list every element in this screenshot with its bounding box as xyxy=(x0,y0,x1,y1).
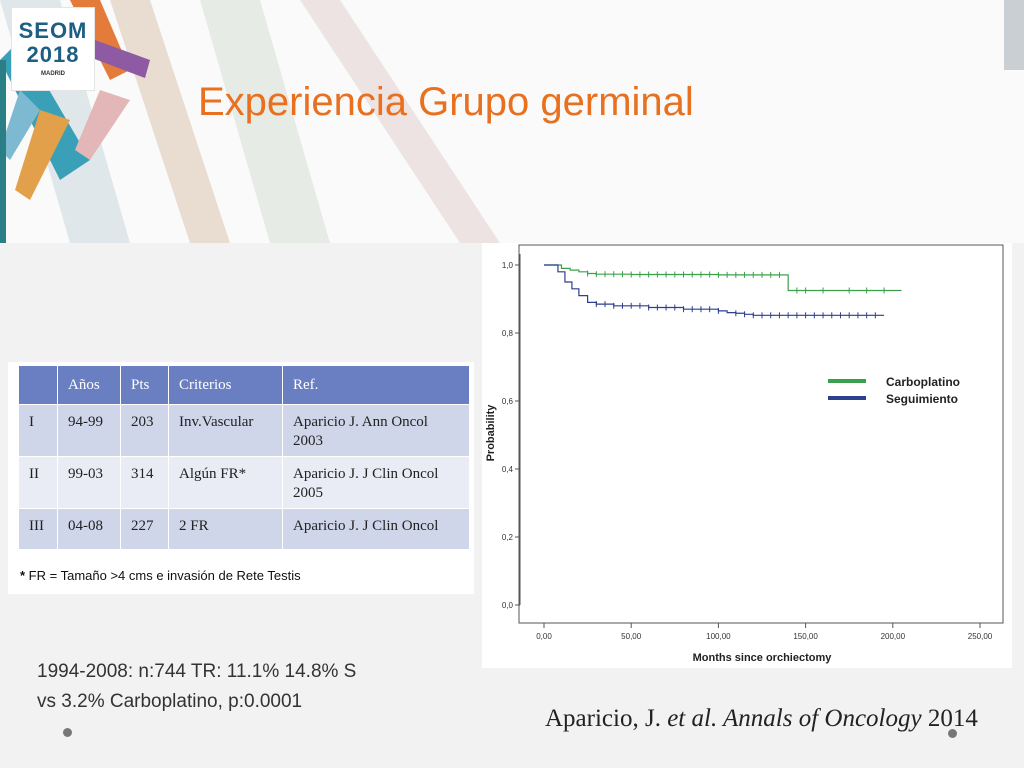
summary-line: vs 3.2% Carboplatino, p:0.0001 xyxy=(37,691,303,712)
y-tick-label: 0,4 xyxy=(502,465,514,474)
table-header-row: Años Pts Criterios Ref. xyxy=(18,365,470,405)
table-cell: III xyxy=(18,508,58,550)
x-axis-label: Months since orchiectomy xyxy=(693,652,833,664)
table-cell: II xyxy=(18,456,58,509)
bullet-dot xyxy=(948,729,957,738)
y-tick-label: 0,8 xyxy=(502,329,514,338)
logo-text-line3: MADRID xyxy=(41,71,65,77)
study-table-panel: Años Pts Criterios Ref. I 94-99 203 Inv.… xyxy=(8,362,474,594)
table-cell: 227 xyxy=(120,508,169,550)
table-row: I 94-99 203 Inv.Vascular Aparicio J. Ann… xyxy=(18,404,470,457)
survival-chart: 0,0 0,2 0,4 0,6 0,8 1,0 0,00 50,00 100,00 150,00 2… xyxy=(485,244,1004,664)
table-header-cell: Ref. xyxy=(282,365,470,405)
citation-author: Aparicio, J. xyxy=(545,705,668,732)
table-footnote: * FR = Tamaño >4 cms e invasión de Rete … xyxy=(20,568,301,583)
table-header-cell: Pts xyxy=(120,365,169,405)
legend-label: Seguimiento xyxy=(886,392,958,406)
x-tick-label: 50,00 xyxy=(621,632,642,641)
series-line-carboplatino xyxy=(544,264,902,292)
chart-series xyxy=(544,264,902,319)
citation-year: 2014 xyxy=(921,705,978,732)
y-tick-label: 0,0 xyxy=(502,601,514,610)
x-tick-label: 250,00 xyxy=(968,632,993,641)
y-tick-label: 1,0 xyxy=(502,261,514,270)
chart-legend: Carboplatino Seguimiento xyxy=(828,375,960,406)
table-cell: 203 xyxy=(120,404,169,457)
y-axis-label: Probability xyxy=(485,404,497,462)
table-cell: Aparicio J. J Clin Oncol xyxy=(282,508,470,550)
table-cell: 99-03 xyxy=(57,456,121,509)
right-edge-shade xyxy=(1004,0,1024,70)
footnote-text: FR = Tamaño >4 cms e invasión de Rete Te… xyxy=(25,568,301,583)
citation-journal: Annals of Oncology xyxy=(717,705,922,732)
table-cell: Algún FR* xyxy=(168,456,283,509)
table-cell: Aparicio J. Ann Oncol 2003 xyxy=(282,404,470,457)
study-table: Años Pts Criterios Ref. I 94-99 203 Inv.… xyxy=(18,365,470,550)
table-cell: 314 xyxy=(120,456,169,509)
table-cell: I xyxy=(18,404,58,457)
x-tick-label: 0,00 xyxy=(536,632,552,641)
y-tick-label: 0,2 xyxy=(502,533,514,542)
chart-ticks: 0,0 0,2 0,4 0,6 0,8 1,0 0,00 50,00 100,00 150,00 2… xyxy=(502,261,993,641)
survival-chart-panel: 0,0 0,2 0,4 0,6 0,8 1,0 0,00 50,00 100,00 150,00 2… xyxy=(482,243,1012,668)
legend-label: Carboplatino xyxy=(886,375,960,389)
logo-text-line2: 2018 xyxy=(26,42,80,67)
citation-etal: et al. xyxy=(667,705,718,732)
footnote-star: * xyxy=(20,568,26,583)
table-row: III 04-08 227 2 FR Aparicio J. J Clin On… xyxy=(18,508,470,550)
citation: Aparicio, J. et al. Annals of Oncology 2… xyxy=(545,705,978,733)
left-accent-bar xyxy=(0,60,6,243)
summary-text: 1994-2008: n:744 TR: 11.1% 14.8% S vs 3.… xyxy=(37,657,356,717)
x-tick-label: 150,00 xyxy=(793,632,818,641)
table-cell: Inv.Vascular xyxy=(168,404,283,457)
slide-title: Experiencia Grupo germinal xyxy=(198,80,694,124)
x-tick-label: 100,00 xyxy=(706,632,731,641)
bullet-dot xyxy=(63,728,72,737)
logo-text-line1: SEOM xyxy=(18,18,88,43)
table-header-cell xyxy=(18,365,58,405)
table-row: II 99-03 314 Algún FR* Aparicio J. J Cli… xyxy=(18,456,470,509)
table-header-cell: Criterios xyxy=(168,365,283,405)
table-header-cell: Años xyxy=(57,365,121,405)
table-cell: 94-99 xyxy=(57,404,121,457)
table-cell: 04-08 xyxy=(57,508,121,550)
x-tick-label: 200,00 xyxy=(881,632,906,641)
table-cell: Aparicio J. J Clin Oncol 2005 xyxy=(282,456,470,509)
decorative-stripes xyxy=(0,0,500,243)
table-cell: 2 FR xyxy=(168,508,283,550)
chart-frame xyxy=(518,244,1004,624)
summary-line: 1994-2008: n:744 TR: 11.1% 14.8% S xyxy=(37,661,357,682)
seom-logo: SEOM 2018 MADRID xyxy=(12,8,94,90)
y-tick-label: 0,6 xyxy=(502,397,514,406)
